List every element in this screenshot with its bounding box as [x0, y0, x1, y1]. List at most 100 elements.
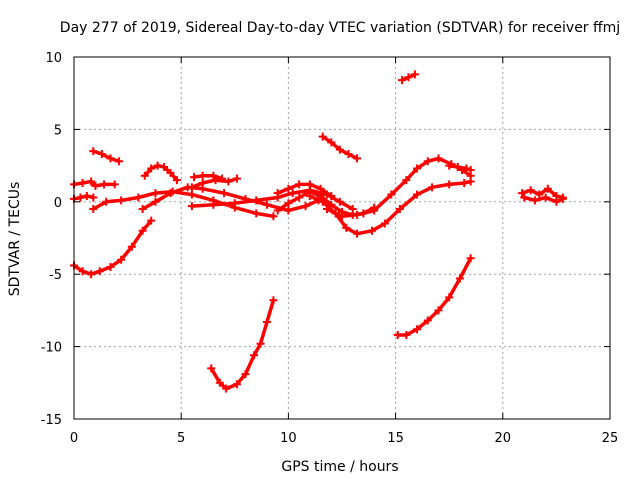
data-point — [453, 163, 462, 172]
data-point — [273, 189, 282, 198]
series-line-arc-19 — [395, 256, 473, 337]
data-point — [305, 180, 314, 189]
x-tick-label: 20 — [495, 431, 512, 446]
data-point — [187, 202, 196, 211]
data-point — [106, 262, 115, 271]
x-tick-label: 10 — [280, 431, 297, 446]
data-point — [404, 73, 413, 82]
data-point — [220, 189, 229, 198]
data-point — [541, 193, 550, 202]
data-point — [230, 199, 239, 208]
data-point — [262, 200, 271, 209]
y-tick-label: -5 — [49, 268, 62, 283]
data-point — [222, 384, 231, 393]
data-point — [428, 183, 437, 192]
data-point — [138, 226, 147, 235]
data-point — [117, 255, 126, 264]
data-point — [322, 205, 331, 214]
data-point — [153, 161, 162, 170]
data-point — [190, 173, 199, 182]
data-point — [87, 270, 96, 279]
x-tick-label: 5 — [177, 431, 185, 446]
data-point — [106, 154, 115, 163]
data-point — [434, 306, 443, 315]
series-line-arc-8 — [192, 173, 224, 181]
data-point — [241, 370, 250, 379]
data-point — [552, 197, 561, 206]
x-axis-label: GPS time / hours — [281, 459, 398, 475]
data-point — [380, 219, 389, 228]
data-point — [198, 171, 207, 180]
data-point — [151, 189, 160, 198]
grid — [74, 57, 610, 419]
data-point — [318, 197, 327, 206]
data-point — [402, 331, 411, 340]
data-point — [160, 163, 169, 172]
y-axis-label: SDTVAR / TECUs — [7, 182, 23, 297]
data-point — [413, 325, 422, 334]
data-point — [284, 184, 293, 193]
x-tick-label: 15 — [387, 431, 404, 446]
data-point — [295, 180, 304, 189]
plot-frame — [73, 56, 611, 420]
data-point — [262, 317, 271, 326]
data-point — [395, 205, 404, 214]
x-tick-label: 0 — [70, 431, 78, 446]
series-line-arc-4 — [91, 149, 121, 164]
data-point — [445, 161, 454, 170]
data-point — [342, 223, 351, 232]
y-tick-label: -10 — [41, 341, 62, 356]
data-point — [327, 138, 336, 147]
data-point — [295, 193, 304, 202]
series-group — [70, 70, 567, 393]
data-point — [434, 154, 443, 163]
data-point — [445, 293, 454, 302]
data-point — [316, 192, 325, 201]
chart-title: Day 277 of 2019, Sidereal Day-to-day VTE… — [60, 20, 620, 36]
data-point — [89, 147, 98, 156]
data-point — [76, 193, 85, 202]
series-line-arc-10 — [190, 188, 355, 211]
data-point — [166, 189, 175, 198]
data-point — [558, 194, 567, 203]
data-point — [100, 180, 109, 189]
data-point — [110, 180, 119, 189]
data-point — [402, 176, 411, 185]
data-point — [466, 165, 475, 174]
data-point — [151, 197, 160, 206]
data-point — [462, 164, 471, 173]
data-point — [284, 199, 293, 208]
data-point — [117, 196, 126, 205]
data-point — [423, 316, 432, 325]
data-point — [198, 178, 207, 187]
data-point — [284, 206, 293, 215]
data-point — [327, 192, 336, 201]
axis-ticks: 0 5 10 15 20 25 -15 -10 -5 0 5 10 — [41, 51, 619, 446]
data-point — [209, 171, 218, 180]
data-point — [335, 197, 344, 206]
data-point — [97, 150, 106, 159]
data-point — [368, 226, 377, 235]
data-point — [413, 190, 422, 199]
data-point — [460, 178, 469, 187]
data-point — [87, 177, 96, 186]
data-point — [140, 171, 149, 180]
data-point — [147, 216, 156, 225]
data-point — [526, 186, 535, 195]
data-point — [211, 176, 220, 185]
data-point — [445, 180, 454, 189]
data-point — [232, 174, 241, 183]
data-point — [353, 154, 362, 163]
data-point — [134, 193, 143, 202]
data-point — [269, 296, 278, 305]
data-point — [127, 242, 136, 251]
data-point — [413, 164, 422, 173]
data-point — [166, 168, 175, 177]
data-point — [423, 157, 432, 166]
data-point — [269, 212, 278, 221]
data-point — [89, 205, 98, 214]
y-tick-label: 5 — [54, 123, 62, 138]
data-point — [466, 254, 475, 263]
data-point — [95, 267, 104, 276]
